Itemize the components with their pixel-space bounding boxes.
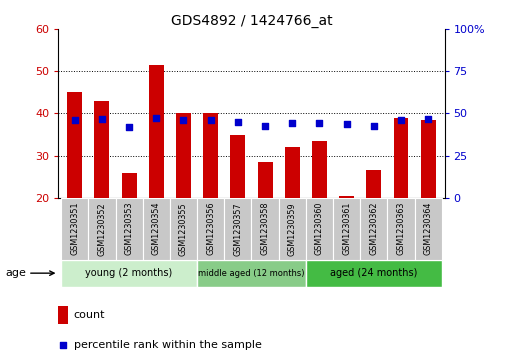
- Text: count: count: [74, 310, 105, 320]
- Point: [370, 123, 378, 129]
- Text: GSM1230359: GSM1230359: [288, 202, 297, 256]
- Point: [261, 123, 269, 129]
- Point: [234, 119, 242, 125]
- Bar: [170, 198, 197, 260]
- Bar: [176, 113, 191, 198]
- Bar: [94, 101, 109, 198]
- Bar: [58, 306, 68, 324]
- Bar: [121, 172, 137, 198]
- Text: GSM1230356: GSM1230356: [206, 202, 215, 256]
- Bar: [339, 196, 354, 198]
- Bar: [306, 260, 442, 287]
- Bar: [197, 260, 306, 287]
- Text: GSM1230352: GSM1230352: [98, 202, 106, 256]
- Bar: [61, 198, 88, 260]
- Bar: [203, 113, 218, 198]
- Text: GSM1230351: GSM1230351: [70, 202, 79, 256]
- Point: [59, 342, 68, 348]
- Bar: [285, 147, 300, 198]
- Text: age: age: [5, 268, 26, 278]
- Text: GSM1230361: GSM1230361: [342, 202, 351, 256]
- Bar: [251, 198, 279, 260]
- Bar: [312, 141, 327, 198]
- Bar: [115, 198, 143, 260]
- Point: [424, 117, 432, 122]
- Text: GSM1230353: GSM1230353: [124, 202, 134, 256]
- Text: young (2 months): young (2 months): [85, 268, 173, 278]
- Bar: [197, 198, 224, 260]
- Text: aged (24 months): aged (24 months): [330, 268, 418, 278]
- Text: percentile rank within the sample: percentile rank within the sample: [74, 340, 262, 350]
- Bar: [415, 198, 442, 260]
- Bar: [388, 198, 415, 260]
- Text: GSM1230354: GSM1230354: [152, 202, 161, 256]
- Point: [125, 124, 133, 130]
- Bar: [366, 170, 382, 198]
- Text: GSM1230364: GSM1230364: [424, 202, 433, 256]
- Text: GSM1230363: GSM1230363: [397, 202, 405, 256]
- Point: [179, 117, 187, 123]
- Bar: [67, 92, 82, 198]
- Point: [397, 117, 405, 123]
- Bar: [333, 198, 360, 260]
- Text: GSM1230355: GSM1230355: [179, 202, 188, 256]
- Text: GSM1230357: GSM1230357: [233, 202, 242, 256]
- Point: [288, 120, 296, 126]
- Bar: [88, 198, 115, 260]
- Title: GDS4892 / 1424766_at: GDS4892 / 1424766_at: [171, 14, 332, 28]
- Text: middle aged (12 months): middle aged (12 months): [198, 269, 305, 278]
- Text: GSM1230358: GSM1230358: [261, 202, 270, 256]
- Bar: [306, 198, 333, 260]
- Point: [342, 122, 351, 127]
- Bar: [360, 198, 388, 260]
- Bar: [224, 198, 251, 260]
- Point: [315, 120, 324, 126]
- Bar: [394, 118, 408, 198]
- Text: GSM1230362: GSM1230362: [369, 202, 378, 256]
- Bar: [143, 198, 170, 260]
- Point: [98, 115, 106, 121]
- Point: [207, 117, 215, 123]
- Bar: [421, 120, 436, 198]
- Bar: [258, 162, 272, 198]
- Point: [71, 117, 79, 123]
- Bar: [231, 135, 245, 198]
- Bar: [61, 260, 197, 287]
- Text: GSM1230360: GSM1230360: [315, 202, 324, 256]
- Bar: [149, 65, 164, 198]
- Point: [152, 115, 161, 121]
- Bar: [279, 198, 306, 260]
